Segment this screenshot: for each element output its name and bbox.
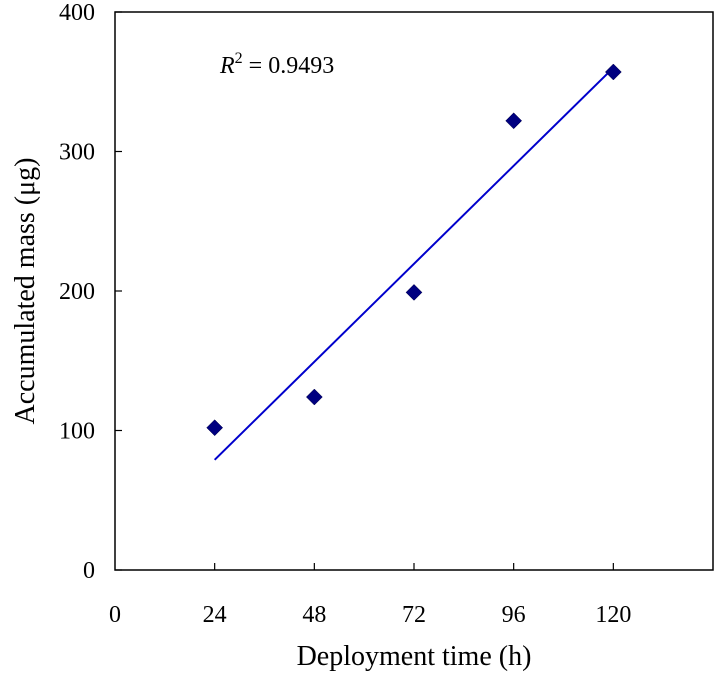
x-tick-label: 72 (402, 602, 426, 628)
diamond-marker (305, 388, 323, 406)
diamond-marker (604, 63, 622, 81)
y-tick-label: 200 (59, 279, 95, 305)
x-axis-ticks: 0 24 48 72 96 120 (109, 563, 631, 628)
y-tick-label: 100 (59, 419, 95, 445)
trendline (213, 67, 615, 461)
x-tick-label: 120 (595, 602, 631, 628)
diamond-marker (405, 284, 423, 301)
x-tick-label: 96 (502, 602, 526, 628)
y-tick-label: 300 (59, 140, 95, 166)
y-axis-ticks: 0 100 200 300 400 (59, 0, 122, 584)
trendline-segment (213, 67, 615, 461)
y-axis-title: Accumulated mass (μg) (10, 158, 41, 425)
y-tick-label: 0 (83, 558, 95, 584)
x-tick-label: 48 (302, 602, 326, 628)
x-tick-label: 0 (109, 602, 121, 628)
diamond-marker (206, 419, 224, 437)
diamond-marker (505, 112, 523, 130)
x-axis-title: Deployment time (h) (297, 641, 532, 672)
x-tick-label: 24 (203, 602, 227, 628)
data-points (206, 63, 622, 437)
y-tick-label: 400 (59, 0, 95, 26)
r-squared-annotation: R2 = 0.9493 (219, 50, 334, 79)
